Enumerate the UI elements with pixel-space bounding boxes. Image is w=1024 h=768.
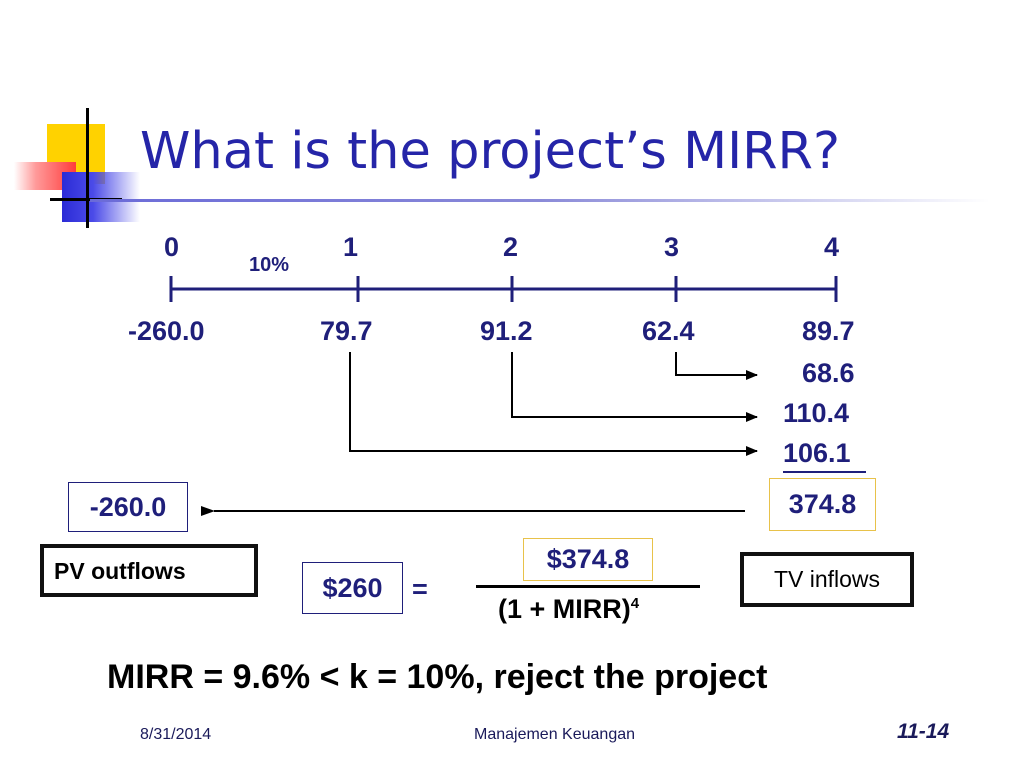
period-label-0: 0 (164, 232, 180, 262)
footer-course: Manajemen Keuangan (474, 726, 636, 743)
conclusion-text: MIRR = 9.6% < k = 10%, reject the projec… (107, 658, 768, 696)
title-underline (90, 199, 990, 202)
equation-equals: = (412, 574, 428, 604)
period-label-3: 3 (664, 232, 680, 262)
cash-flow-3: 62.4 (642, 316, 695, 346)
cash-flow-2: 91.2 (480, 316, 533, 346)
denominator-text: (1 + MIRR) (498, 594, 631, 624)
pv-outflows-value: -260.0 (68, 482, 188, 532)
decor-horizontal-line (50, 198, 122, 201)
slide-title: What is the project’s MIRR? (140, 122, 841, 181)
decor-blue-square (62, 172, 140, 222)
cash-flow-1: 79.7 (320, 316, 373, 346)
arrow-cf3 (675, 352, 758, 380)
decor-vertical-line (86, 108, 89, 228)
fraction-bar (476, 585, 700, 588)
timeline-axis (169, 276, 838, 302)
pv-outflows-label: PV outflows (40, 544, 258, 597)
cash-flow-0: -260.0 (128, 316, 205, 346)
arrow-cf1 (349, 352, 758, 456)
denominator-exponent: 4 (630, 595, 640, 612)
compounded-value-cf1: 106.1 (783, 438, 851, 468)
arrow-cf2 (511, 352, 758, 422)
period-label-2: 2 (503, 232, 519, 262)
equation-denominator: (1 + MIRR)4 (498, 594, 639, 625)
page-number: 11-14 (897, 720, 950, 743)
tv-inflows-label: TV inflows (740, 552, 914, 607)
equation-numerator: $374.8 (523, 538, 653, 581)
cash-flow-4: 89.7 (802, 316, 855, 346)
footer-date: 8/31/2014 (140, 726, 212, 743)
terminal-value: 374.8 (769, 478, 876, 531)
discount-rate-label: 10% (249, 254, 290, 276)
period-label-4: 4 (824, 232, 840, 262)
compounded-value-cf2: 110.4 (783, 398, 850, 428)
compounded-value-cf3: 68.6 (802, 358, 855, 388)
equation-lhs: $260 (302, 562, 403, 614)
period-label-1: 1 (343, 232, 359, 262)
